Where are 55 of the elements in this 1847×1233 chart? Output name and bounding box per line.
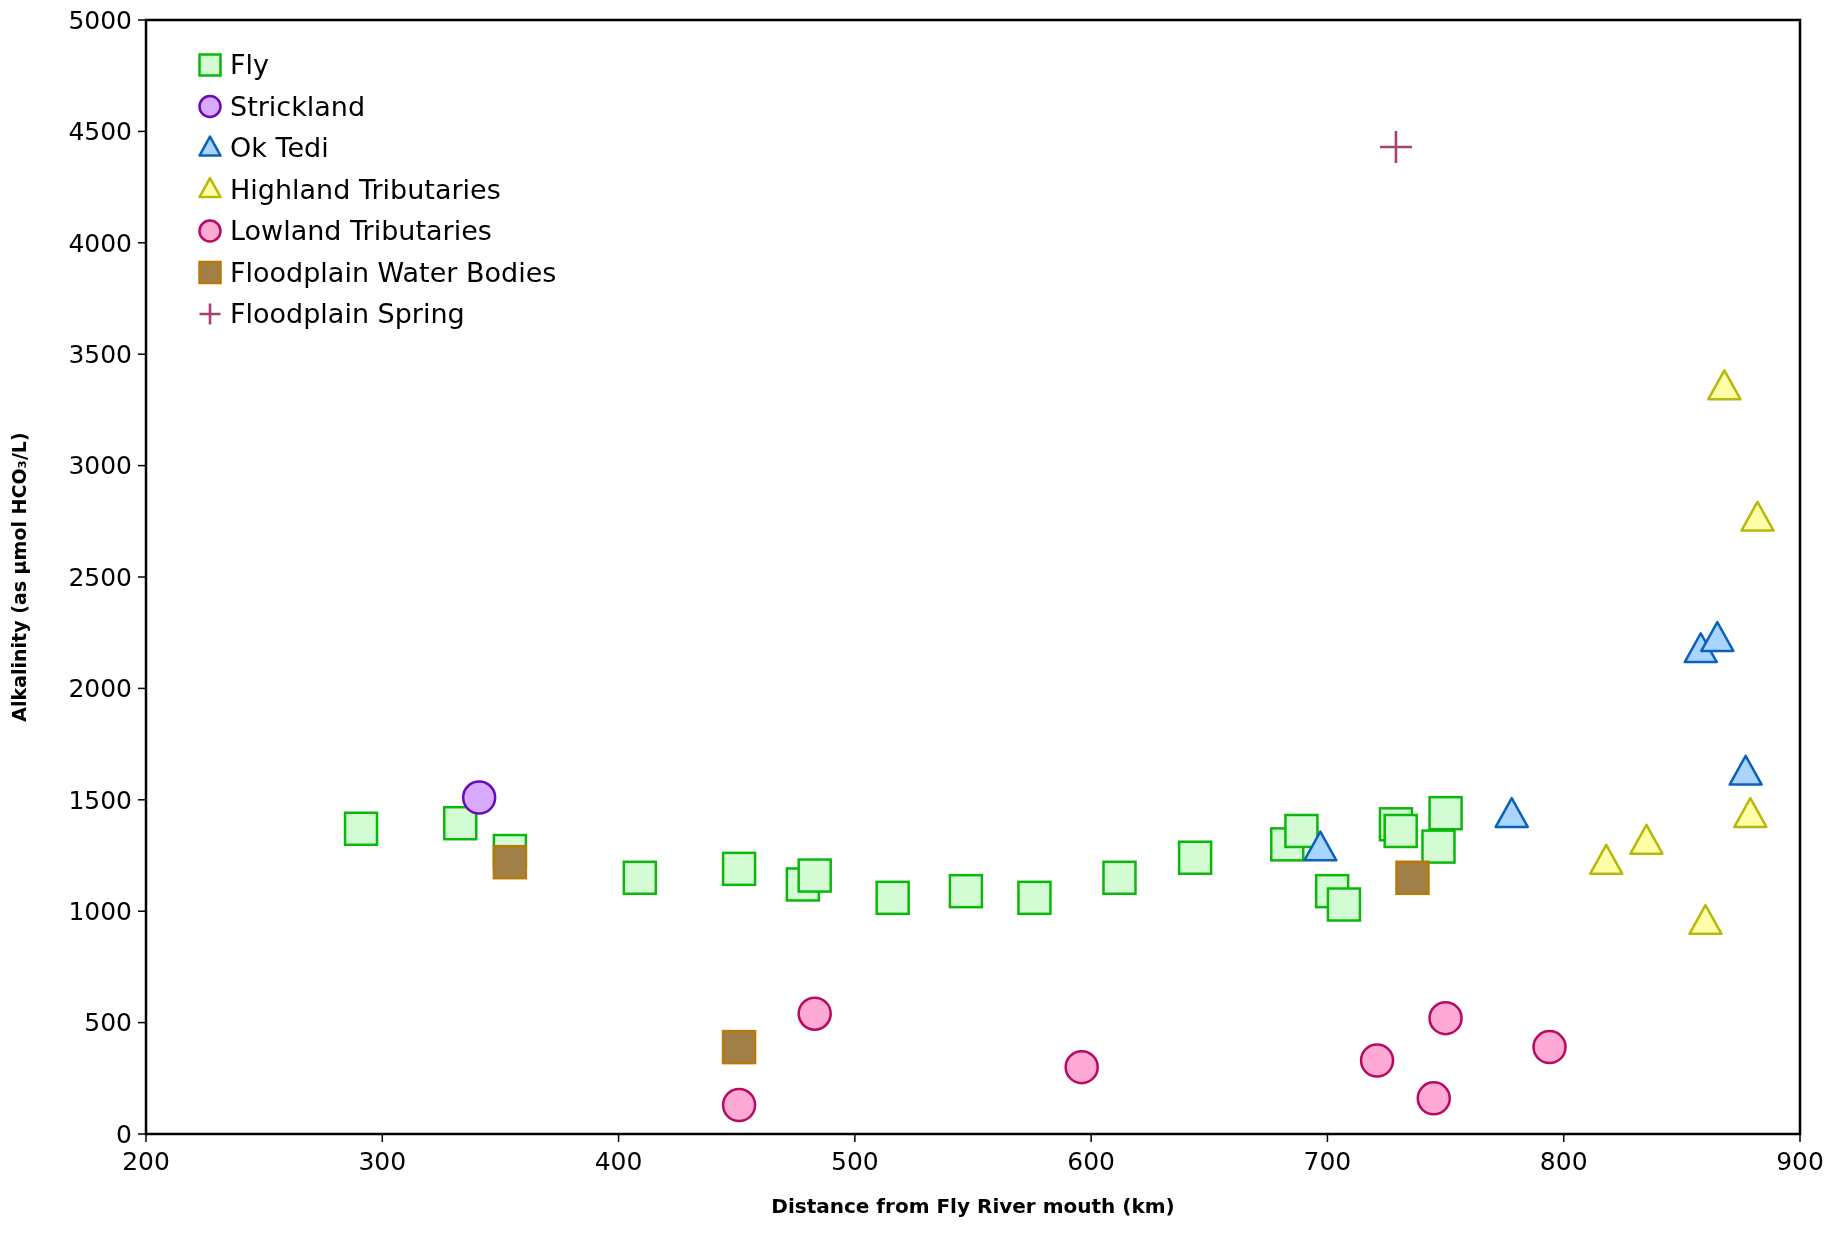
y-tick-label: 1000 (68, 896, 132, 926)
point (1284, 813, 1319, 849)
point (622, 860, 658, 896)
point (1532, 1029, 1567, 1065)
point (1428, 795, 1463, 831)
legend-label: Lowland Tributaries (230, 215, 492, 247)
point (461, 780, 497, 815)
x-tick-label: 900 (1776, 1147, 1824, 1176)
point (1395, 860, 1430, 896)
point (1064, 1049, 1099, 1085)
point (1707, 369, 1742, 401)
x-tick-label: 700 (1303, 1147, 1352, 1176)
point (721, 1029, 757, 1065)
point (797, 996, 832, 1031)
y-tick-label: 3500 (68, 339, 132, 369)
point (1428, 1000, 1463, 1036)
legend-label: Floodplain Water Bodies (230, 256, 557, 288)
point (948, 873, 984, 909)
x-axis-title: Distance from Fly River mouth (km) (771, 1194, 1175, 1218)
point (1416, 1081, 1452, 1116)
x-tick-label: 400 (594, 1147, 643, 1176)
y-tick-label: 5000 (68, 5, 132, 35)
x-tick-label: 200 (122, 1147, 170, 1176)
point (1017, 880, 1052, 916)
y-tick-label: 500 (84, 1008, 132, 1038)
y-tick-label: 1500 (68, 785, 132, 815)
point (1359, 1043, 1395, 1078)
legend-label: Highland Tributaries (230, 173, 501, 205)
y-tick-label: 2000 (68, 674, 132, 704)
x-tick-label: 600 (1067, 1147, 1115, 1176)
legend-label: Fly (230, 49, 270, 81)
legend-label: Ok Tedi (230, 132, 329, 164)
legend-label: Floodplain Spring (230, 298, 465, 330)
x-tick-label: 500 (831, 1147, 879, 1176)
point (721, 851, 757, 887)
point (492, 844, 528, 880)
point (797, 858, 832, 893)
y-tick-label: 0 (116, 1119, 132, 1149)
point (1326, 887, 1362, 922)
point (1177, 840, 1213, 875)
point (1421, 829, 1456, 864)
legend-label: Strickland (230, 90, 366, 122)
point (721, 1087, 757, 1123)
y-tick-label: 4500 (68, 117, 132, 147)
point (1383, 813, 1418, 849)
point (443, 805, 478, 841)
y-tick-label: 4000 (68, 228, 132, 258)
x-tick-label: 300 (358, 1147, 407, 1176)
y-tick-label: 3000 (68, 451, 132, 481)
x-tick-label: 800 (1539, 1147, 1588, 1176)
y-tick-label: 2500 (68, 562, 132, 592)
point (875, 880, 910, 916)
point (1102, 860, 1137, 896)
point (343, 811, 379, 847)
y-axis-title: Alkalinity (as µmol HCO₃/L) (8, 432, 30, 722)
